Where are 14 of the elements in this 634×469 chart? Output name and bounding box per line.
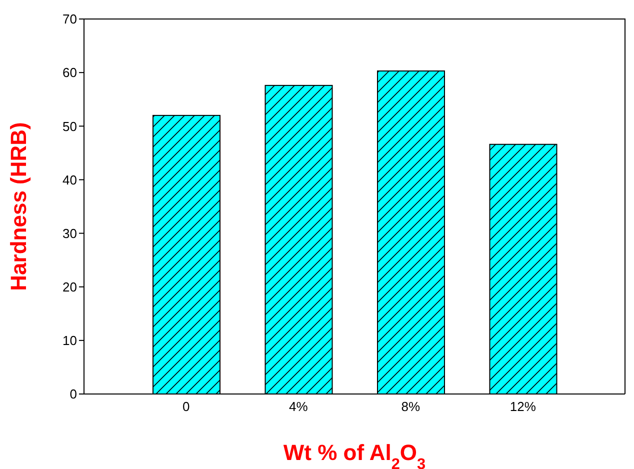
y-tick-label: 40 — [62, 172, 77, 188]
x-axis-title: Wt % of Al$_{2}$O$_{3}$ — [283, 440, 426, 469]
y-tick-label: 50 — [62, 118, 77, 134]
y-tick-label: 20 — [62, 279, 77, 294]
x-tick-label: 4% — [288, 399, 308, 414]
x-tick-label: 8% — [401, 399, 420, 414]
y-tick-label: 0 — [70, 386, 77, 402]
y-axis-title: Hardness (HRB) — [6, 122, 31, 291]
x-tick-label: 0 — [182, 399, 190, 414]
x-tick-label: 12% — [510, 399, 536, 414]
y-tick-label: 30 — [62, 226, 77, 241]
y-tick-label: 70 — [62, 12, 77, 27]
y-tick-label: 60 — [62, 65, 77, 80]
y-tick-label: 10 — [62, 333, 77, 348]
